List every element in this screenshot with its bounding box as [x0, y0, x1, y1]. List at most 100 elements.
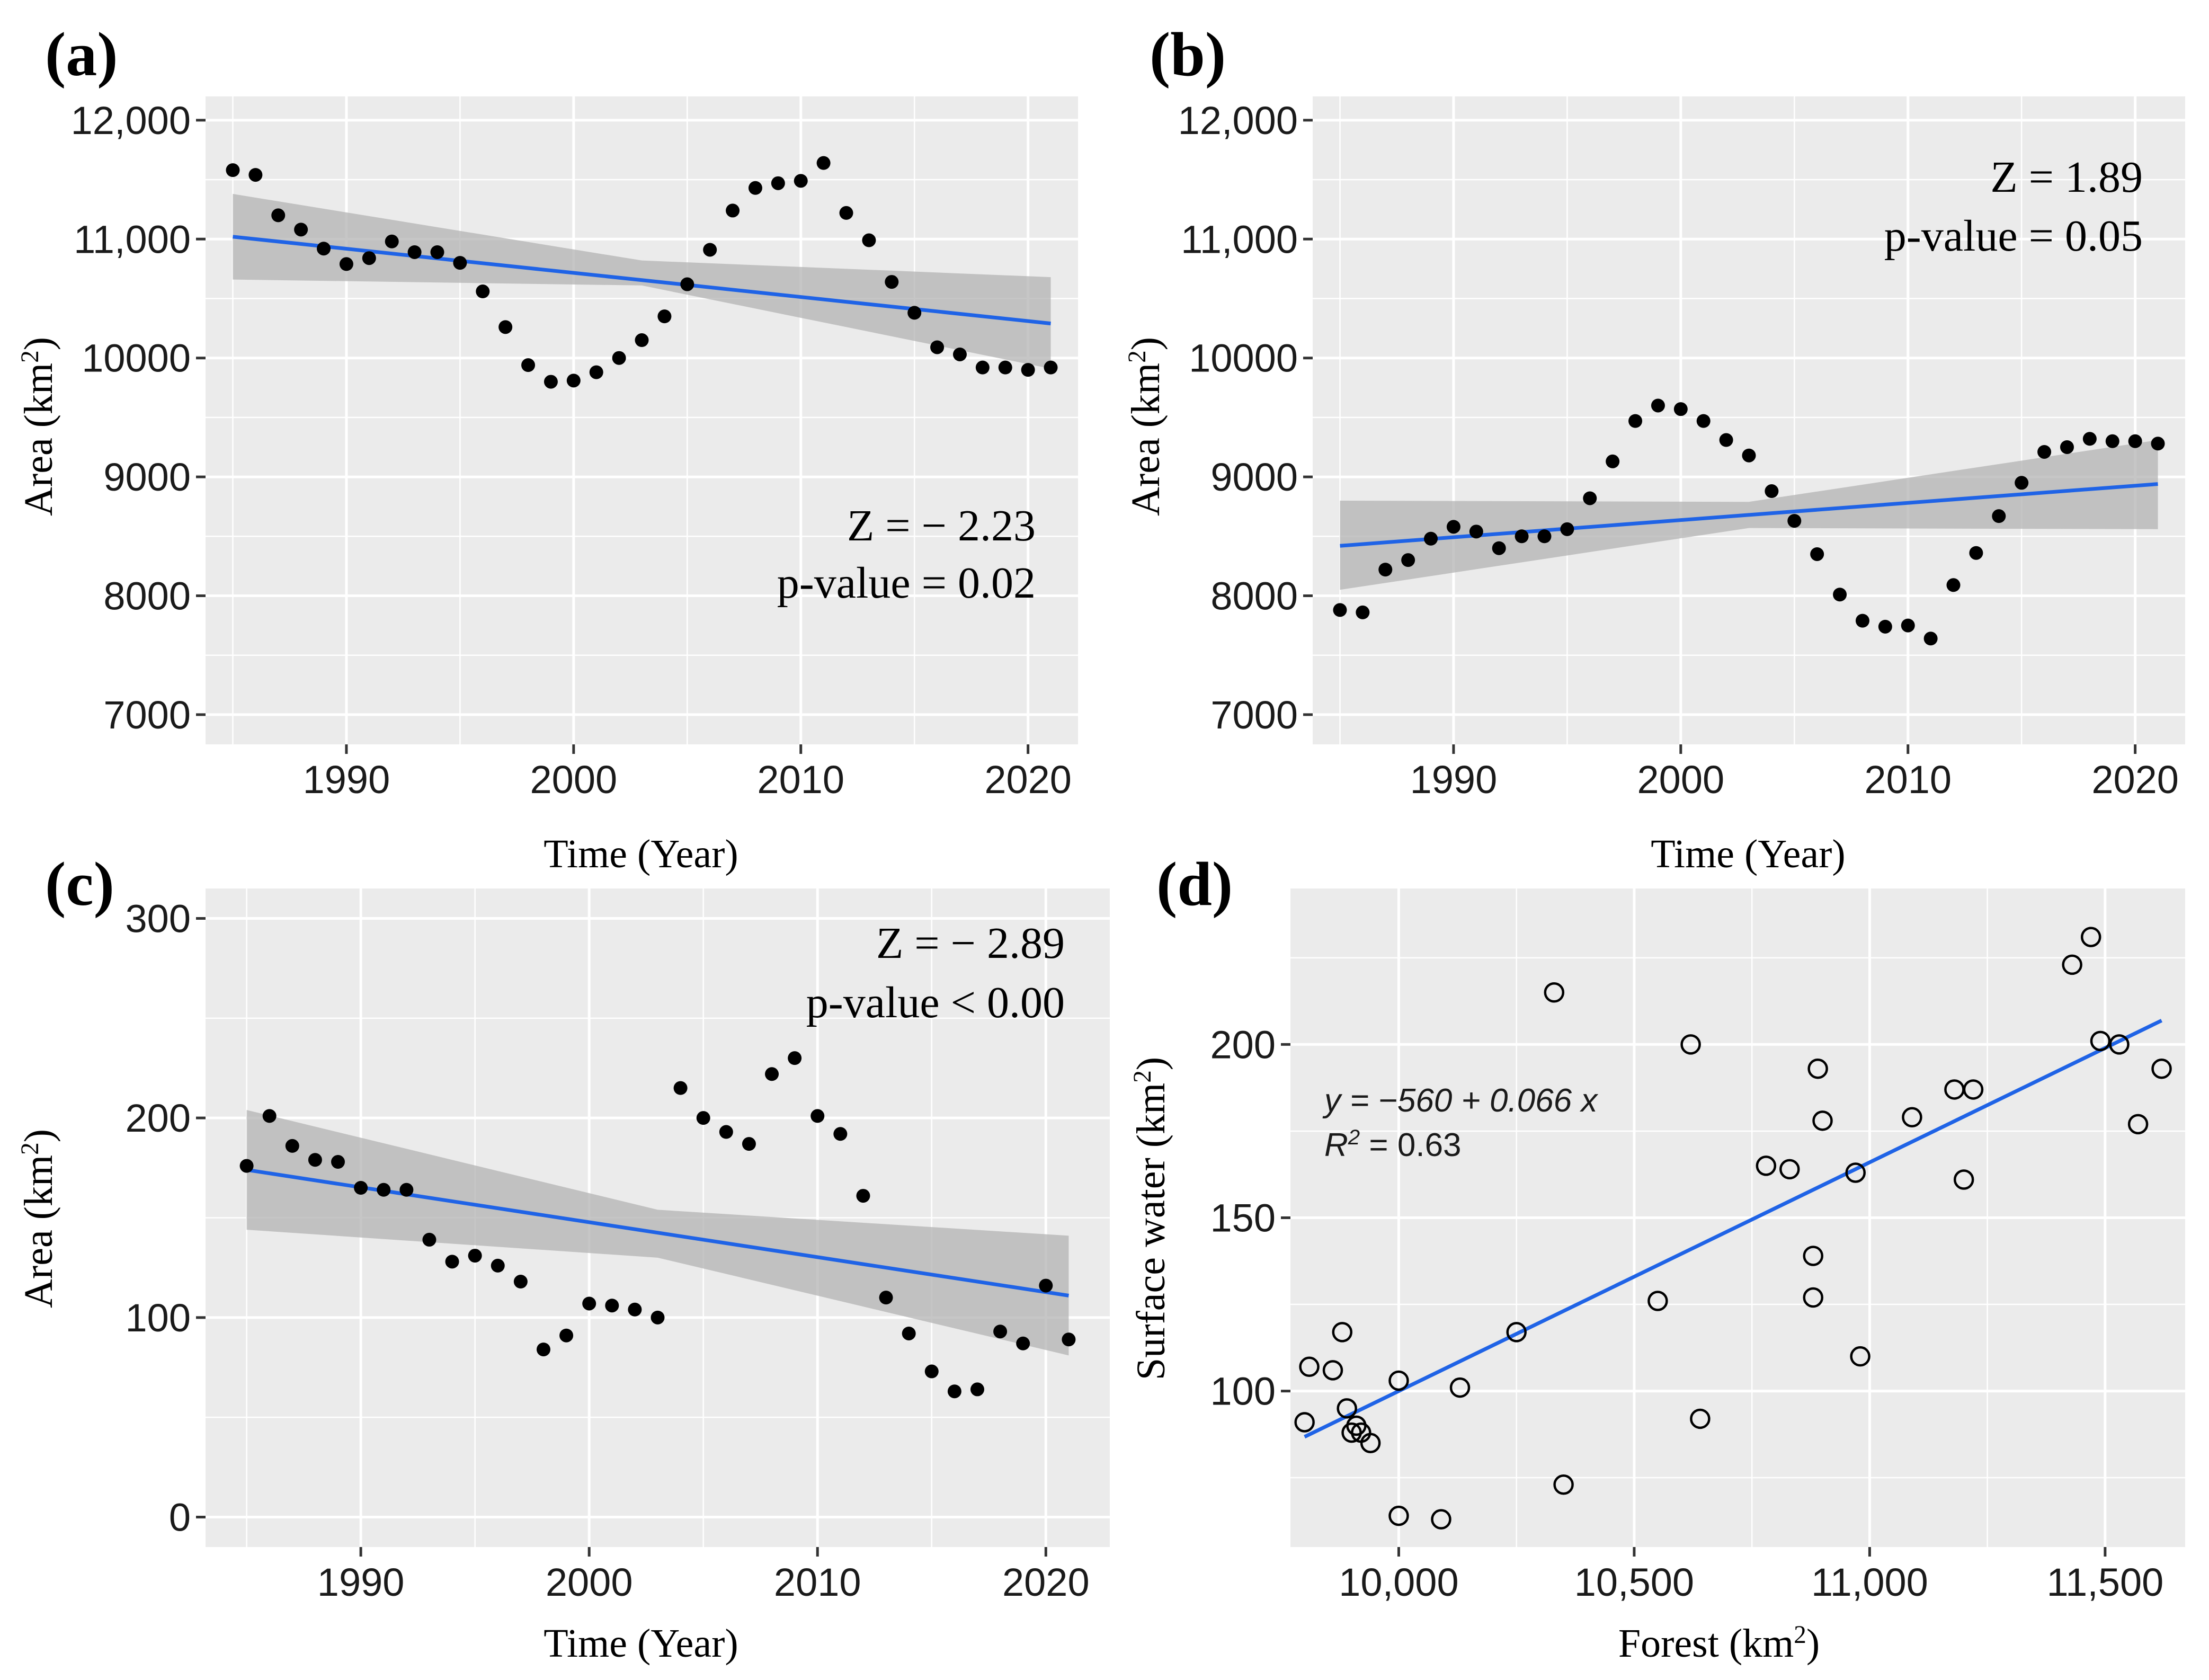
data-point — [271, 208, 286, 223]
data-point — [453, 256, 467, 270]
y-tick-label: 100 — [126, 1296, 191, 1340]
data-point — [294, 223, 308, 237]
data-point — [491, 1258, 505, 1273]
data-point — [907, 306, 922, 320]
data-point — [1992, 509, 2006, 523]
x-tick-label: 1990 — [303, 758, 390, 802]
panel-background-a — [206, 96, 1078, 744]
data-point — [2082, 432, 2097, 446]
data-point — [2151, 1058, 2172, 1079]
data-point — [354, 1181, 368, 1195]
x-tick-label: 2000 — [1637, 758, 1725, 802]
data-point — [970, 1382, 984, 1397]
data-point — [930, 340, 945, 354]
data-point — [1812, 1110, 1833, 1131]
data-point — [1803, 1287, 1823, 1308]
data-point — [399, 1183, 414, 1197]
minor-grid-a — [206, 96, 1078, 744]
data-point — [1583, 491, 1597, 505]
data-point — [993, 1325, 1008, 1339]
y-tick-label: 8000 — [103, 574, 191, 618]
x-tick-label: 10,000 — [1339, 1560, 1458, 1604]
data-point — [1537, 529, 1552, 544]
x-tick-label: 11,000 — [1811, 1560, 1928, 1604]
data-point — [422, 1232, 437, 1247]
y-tick-label: 0 — [169, 1496, 191, 1540]
data-point — [1021, 363, 1035, 377]
data-point — [226, 163, 240, 177]
data-point — [2090, 1030, 2111, 1052]
data-point — [703, 243, 717, 257]
data-point — [1333, 603, 1347, 617]
data-point — [2060, 440, 2074, 454]
x-tick-label: 2020 — [984, 758, 1072, 802]
x-tick-label: 2020 — [1002, 1560, 1090, 1604]
chart-c: 1990 2000 2010 2020 0 100 200 300 — [126, 888, 1110, 1604]
ylabel-c: Area (km2) — [16, 1129, 61, 1308]
chart-d: 10,000 10,500 11,000 11,500 100 150 200 — [1210, 888, 2185, 1604]
data-points-b — [1333, 398, 2165, 646]
data-point — [673, 1081, 688, 1095]
data-point — [810, 1109, 825, 1123]
y-tick-label: 12,000 — [1178, 99, 1298, 143]
data-point — [1469, 525, 1483, 539]
data-point — [362, 251, 376, 265]
y-tick-label: 11,000 — [74, 217, 191, 261]
data-point — [794, 174, 808, 188]
data-point — [544, 375, 558, 389]
annotation-a-p: p-value = 0.02 — [777, 558, 1036, 608]
data-point — [1690, 1408, 1711, 1429]
data-point — [1855, 614, 1869, 628]
data-point — [468, 1249, 482, 1263]
data-point — [975, 360, 990, 375]
data-point — [589, 365, 603, 379]
panel-tag-d: (d) — [1156, 849, 1233, 919]
data-point — [248, 168, 263, 182]
data-point — [1946, 578, 1961, 592]
data-point — [635, 333, 649, 348]
data-point — [1299, 1356, 1320, 1377]
data-point — [1446, 520, 1460, 534]
data-point — [612, 351, 626, 365]
y-tick-label: 8000 — [1210, 574, 1298, 618]
data-point — [1515, 529, 1529, 544]
data-point — [1322, 1360, 1343, 1381]
data-point — [513, 1275, 528, 1289]
data-point — [1953, 1169, 1974, 1190]
y-tick-label: 200 — [1210, 1023, 1276, 1066]
data-point — [719, 1125, 733, 1139]
data-point — [1039, 1278, 1053, 1293]
data-point — [2127, 1114, 2149, 1135]
data-point — [317, 242, 331, 256]
data-point — [2128, 434, 2142, 448]
trend-line-d — [1304, 1019, 2163, 1439]
data-point — [833, 1127, 848, 1141]
xlabel-c: Time (Year) — [544, 1621, 738, 1666]
data-point — [385, 234, 399, 248]
data-point — [657, 309, 672, 324]
data-point — [498, 320, 513, 334]
data-point — [1628, 414, 1643, 428]
data-point — [1810, 547, 1824, 561]
y-tick-label: 12,000 — [71, 99, 191, 143]
data-point — [1062, 1332, 1076, 1347]
data-point — [1553, 1474, 1574, 1495]
data-point — [1388, 1505, 1409, 1526]
data-point — [1902, 1107, 1922, 1128]
data-point — [1431, 1509, 1451, 1530]
data-point — [1378, 563, 1393, 577]
data-point — [1779, 1159, 1800, 1180]
data-point — [2037, 445, 2052, 459]
data-point — [1969, 546, 1983, 560]
xlabel-b: Time (Year) — [1651, 832, 1845, 876]
data-point — [430, 245, 444, 259]
data-points-c — [239, 1051, 1076, 1399]
data-point — [1673, 402, 1688, 416]
data-point — [445, 1255, 459, 1269]
data-point — [1492, 541, 1506, 555]
regression-r2: R2 = 0.63 — [1324, 1125, 1462, 1164]
data-point — [998, 360, 1012, 375]
data-point — [605, 1299, 619, 1313]
data-point — [559, 1328, 574, 1343]
chart-a: 1990 2000 2010 2020 7000 8000 9000 10000 11,000 1… — [71, 96, 1078, 802]
